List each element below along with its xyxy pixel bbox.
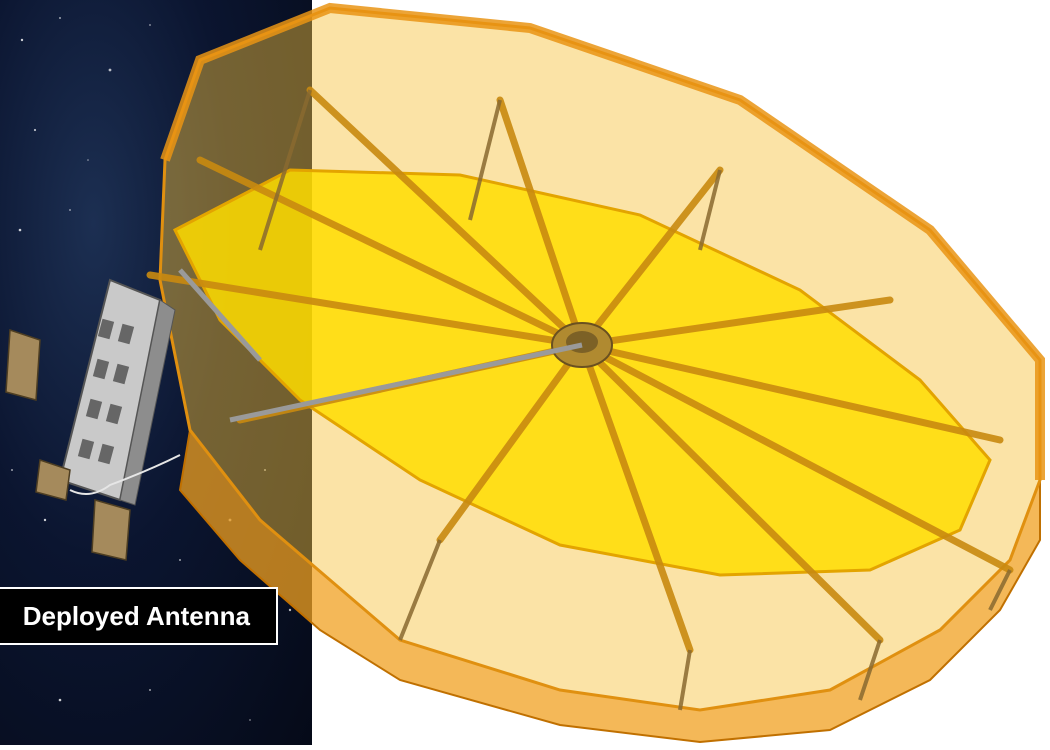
- solar-brackets: [5, 328, 131, 561]
- satellite-bus: [58, 278, 176, 506]
- rim-struts: [258, 89, 1012, 711]
- cable: [69, 454, 181, 495]
- feed-boom: [229, 342, 583, 423]
- boom-arm: [178, 268, 262, 362]
- caption-label: Deployed Antenna: [0, 587, 278, 645]
- reflector-dish: [172, 168, 992, 577]
- reflector-top-rim: [160, 2, 1045, 480]
